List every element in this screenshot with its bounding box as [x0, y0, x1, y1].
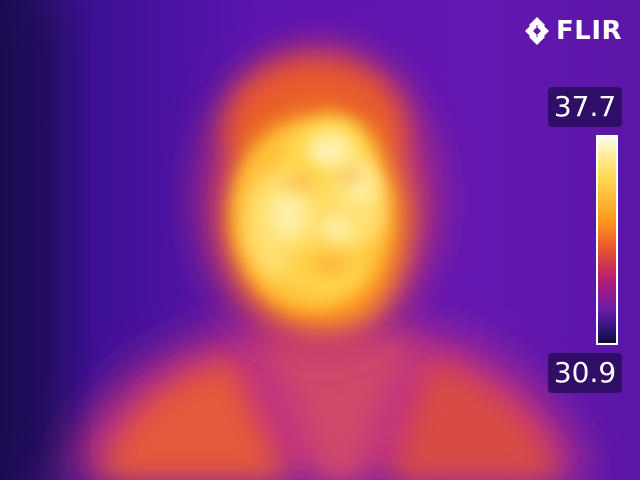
- thermal-cold-edge: [0, 0, 70, 480]
- scale-min-value: 30.9: [548, 353, 622, 393]
- thermal-torso-warm: [100, 340, 560, 480]
- brand-name: FLIR: [556, 16, 623, 46]
- temperature-scale-bar: [596, 135, 618, 345]
- flir-logo: FLIR: [524, 16, 622, 46]
- flir-diamond-icon: [525, 17, 549, 45]
- thermal-hotspots: [270, 132, 374, 242]
- scale-max-value: 37.7: [548, 87, 622, 127]
- thermal-features: [284, 170, 364, 271]
